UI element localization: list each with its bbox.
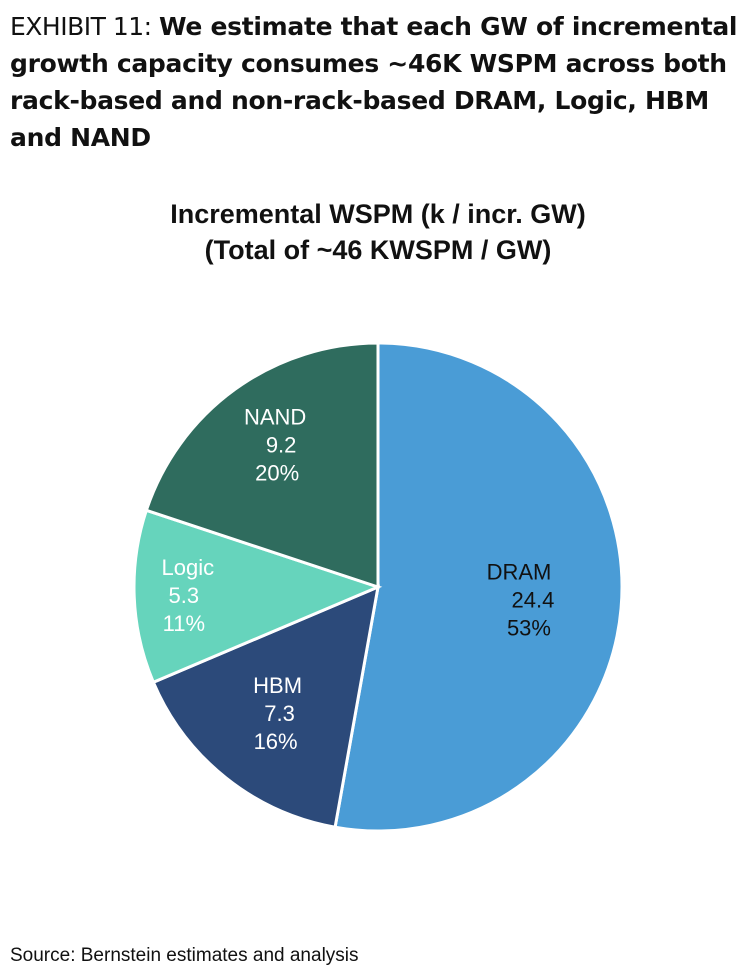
pie-slice-hbm bbox=[151, 584, 380, 829]
source-note: Source: Bernstein estimates and analysis bbox=[10, 945, 359, 966]
exhibit-title: We estimate that each GW of incremental … bbox=[10, 12, 738, 152]
exhibit-label: EXHIBIT 11: bbox=[10, 12, 160, 41]
pie-label-name-hbm: HBM bbox=[253, 673, 302, 698]
pie-slice-nand bbox=[144, 341, 380, 590]
exhibit-heading: EXHIBIT 11: We estimate that each GW of … bbox=[10, 8, 740, 156]
pie-labels: DRAM 24.4 53% HBM 7.3 16% Logic 5.3 11% NAND 9.2 20… bbox=[162, 405, 555, 754]
pie-label-value-nand: 9.2 bbox=[266, 433, 297, 458]
pie-label-value-hbm: 7.3 bbox=[264, 701, 295, 726]
pie-label-name-logic: Logic bbox=[162, 555, 215, 580]
chart-subtitle: (Total of ~46 KWSPM / GW) bbox=[204, 235, 552, 265]
pie-label-name-nand: NAND bbox=[244, 405, 306, 430]
pie-label-percent-nand: 20% bbox=[255, 461, 299, 486]
pie-slices bbox=[132, 341, 624, 833]
pie-label-percent-hbm: 16% bbox=[254, 729, 298, 754]
pie-label-percent-logic: 11% bbox=[163, 611, 205, 636]
pie-slice-dram bbox=[333, 341, 624, 833]
pie-chart: DRAM 24.4 53% HBM 7.3 16% Logic 5.3 11% NAND 9.2 20… bbox=[132, 341, 624, 833]
pie-label-value-logic: 5.3 bbox=[169, 583, 200, 608]
pie-label-percent-dram: 53% bbox=[507, 615, 551, 640]
chart-title-block: Incremental WSPM (k / incr. GW) (Total o… bbox=[0, 196, 756, 268]
chart-title: Incremental WSPM (k / incr. GW) bbox=[170, 199, 586, 229]
pie-label-value-dram: 24.4 bbox=[512, 587, 555, 612]
pie-label-name-dram: DRAM bbox=[487, 559, 552, 584]
pie-slice-logic bbox=[132, 508, 383, 685]
